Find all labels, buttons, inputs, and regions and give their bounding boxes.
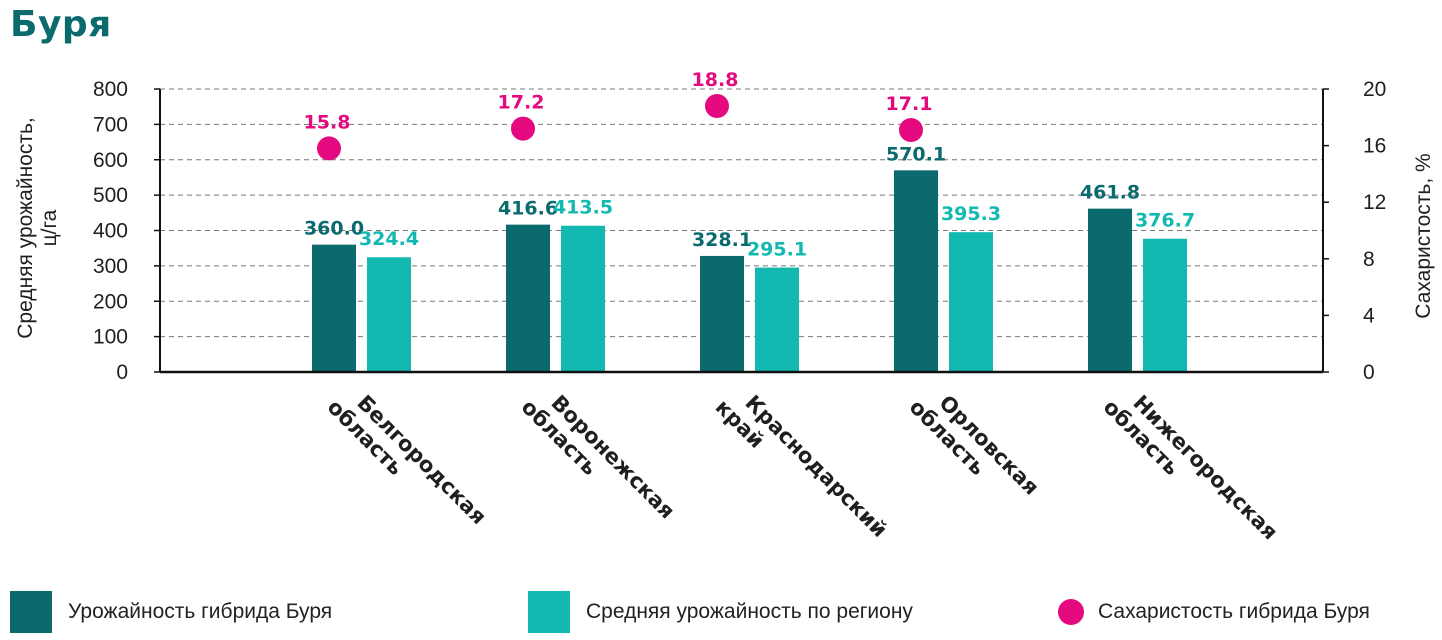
data-label-regional-yield: 395.3	[941, 203, 1001, 225]
data-label-regional-yield: 413.5	[553, 197, 613, 219]
bar-regional-yield	[1143, 238, 1187, 372]
y-tick-label: 500	[93, 184, 128, 207]
y-tick-label: 200	[93, 290, 128, 313]
bar-regional-yield	[755, 267, 799, 372]
legend-swatch-hybrid-yield	[10, 591, 52, 633]
y2-tick-label: 20	[1363, 78, 1386, 101]
data-label-sugar-content: 15.8	[304, 111, 351, 133]
marker-sugar-content	[705, 93, 729, 118]
legend-item-hybrid-yield: Урожайность гибрида Буря	[10, 590, 332, 634]
bar-hybrid-yield	[1088, 208, 1132, 372]
y-tick-label: 0	[116, 361, 128, 384]
legend-item-sugar-content: Сахаристость гибрида Буря	[1050, 590, 1370, 634]
bar-hybrid-yield	[312, 244, 356, 372]
bar-regional-yield	[367, 257, 411, 372]
legend-item-regional-yield: Средняя урожайность по региону	[528, 590, 913, 634]
x-tick-label: Орловскаяобласть	[905, 378, 1044, 517]
data-label-hybrid-yield: 570.1	[886, 143, 946, 165]
combo-chart: 0 100 200 300 400 500 600 700 800 0 4 8 12 16 20 Средня…	[14, 69, 1435, 562]
data-label-hybrid-yield: 461.8	[1080, 182, 1140, 204]
legend-label-hybrid-yield: Урожайность гибрида Буря	[68, 600, 333, 623]
data-label-hybrid-yield: 328.1	[692, 229, 752, 251]
bar-hybrid-yield	[700, 255, 744, 372]
data-label-regional-yield: 376.7	[1135, 210, 1195, 232]
legend-swatch-regional-yield	[528, 591, 570, 633]
bar-regional-yield	[949, 232, 993, 372]
data-label-sugar-content: 18.8	[692, 69, 739, 91]
x-tick-label: Нижегородскаяобласть	[1099, 378, 1283, 562]
x-tick-label: Белгородскаяобласть	[323, 378, 491, 546]
data-label-regional-yield: 295.1	[747, 239, 807, 261]
y2-tick-label: 8	[1363, 248, 1375, 271]
y2-axis-title: Сахаристость, %	[1412, 153, 1435, 318]
data-label-hybrid-yield: 360.0	[304, 218, 364, 240]
bar-hybrid-yield	[894, 170, 938, 372]
x-tick-label: Краснодарскийкрай	[711, 378, 892, 559]
chart-title: Буря	[10, 4, 112, 45]
marker-sugar-content	[511, 116, 535, 141]
marker-sugar-content	[317, 136, 341, 161]
y-tick-label: 100	[93, 326, 128, 349]
marker-sugar-content	[899, 118, 923, 143]
y-tick-label: 700	[93, 113, 128, 136]
legend-marker-sugar-content	[1058, 599, 1084, 625]
bar-regional-yield	[561, 225, 605, 372]
y-tick-label: 400	[93, 220, 128, 243]
y2-tick-label: 0	[1363, 361, 1375, 384]
bar-hybrid-yield	[506, 224, 550, 372]
y-tick-label: 800	[93, 78, 128, 101]
y-tick-label: 600	[93, 149, 128, 172]
data-label-regional-yield: 324.4	[359, 228, 419, 250]
y-tick-label: 300	[93, 255, 128, 278]
y-axis-title: Средняя урожайность,ц/га	[14, 117, 61, 339]
data-label-sugar-content: 17.1	[886, 93, 933, 115]
y2-tick-label: 4	[1363, 304, 1375, 327]
legend-label-regional-yield: Средняя урожайность по региону	[586, 600, 913, 623]
y2-tick-label: 16	[1363, 135, 1386, 158]
y2-tick-label: 12	[1363, 191, 1386, 214]
x-tick-label: Воронежскаяобласть	[517, 378, 680, 541]
data-label-hybrid-yield: 416.6	[498, 198, 558, 220]
legend-label-sugar-content: Сахаристость гибрида Буря	[1098, 600, 1370, 623]
data-label-sugar-content: 17.2	[498, 92, 545, 114]
